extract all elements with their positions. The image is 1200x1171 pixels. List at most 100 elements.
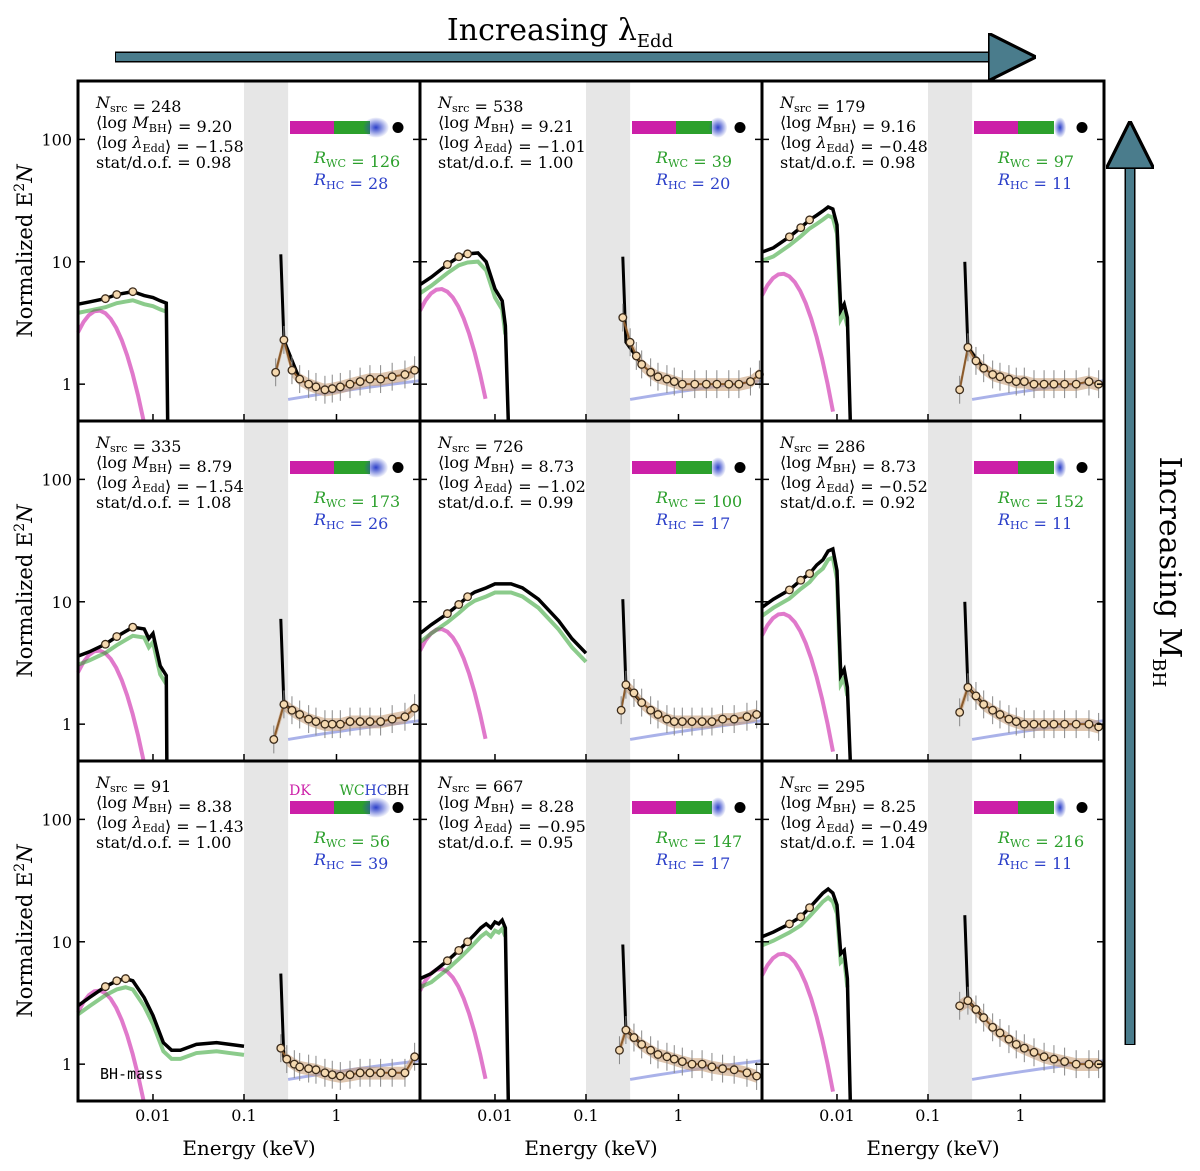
legend-hc: HC	[365, 783, 388, 799]
data-point	[618, 313, 628, 323]
data-point	[1071, 379, 1081, 389]
data-point	[355, 1068, 365, 1078]
data-point	[463, 592, 473, 602]
warm-corona-component	[77, 298, 167, 315]
panel-mean-mbh: ⟨log MBH⟩ = 9.16	[780, 113, 916, 136]
data-point	[279, 335, 289, 345]
y-tick-label: 10	[52, 593, 72, 612]
data-point	[963, 682, 973, 692]
panel-r-wc: RWC = 39	[655, 148, 732, 171]
data-point	[387, 714, 397, 724]
warm-corona-bar	[334, 461, 370, 474]
data-point	[376, 1068, 386, 1078]
data-point	[697, 1059, 707, 1069]
data-point	[304, 1064, 314, 1074]
data-point	[621, 680, 631, 690]
data-point	[988, 370, 998, 379]
model-sed-left	[77, 625, 169, 762]
data-point	[955, 707, 965, 717]
data-point	[112, 976, 122, 986]
panel-nsrc: Nsrc = 335	[95, 433, 181, 456]
data-point	[687, 717, 697, 727]
disk-bar	[290, 801, 334, 814]
data-point	[697, 717, 707, 727]
data-point	[995, 372, 1005, 382]
data-point	[295, 374, 305, 384]
data-point	[311, 382, 321, 392]
panel-r-wc: RWC = 152	[997, 488, 1084, 511]
data-point	[269, 734, 279, 744]
data-point	[1029, 1047, 1039, 1057]
x-tick-label: 0.01	[477, 1106, 513, 1125]
data-point	[707, 717, 717, 727]
black-hole-dot	[392, 122, 404, 133]
data-point	[454, 945, 464, 955]
data-point	[690, 379, 700, 389]
data-point	[1049, 379, 1059, 389]
data-point	[995, 710, 1005, 719]
hot-corona-blob	[1054, 457, 1066, 478]
panel-mean-ledd: ⟨log λEdd⟩ = −0.49	[780, 813, 928, 836]
panel-stat-dof: stat/d.o.f. = 1.00	[96, 833, 231, 852]
x-axis-label: Energy (keV)	[866, 1136, 999, 1160]
panel: 1 10 100 Nsrc = 248⟨log MBH⟩ = 9.20⟨log λEd…	[41, 79, 422, 423]
panel-mean-mbh: ⟨log MBH⟩ = 9.21	[438, 113, 574, 136]
data-point	[646, 705, 656, 715]
panel-nsrc: Nsrc = 286	[779, 433, 865, 456]
data-point	[988, 705, 998, 715]
data-point	[1029, 379, 1039, 389]
warm-corona-bar	[1018, 121, 1054, 134]
data-point	[724, 379, 734, 389]
data-point	[1084, 719, 1094, 729]
warm-corona-component	[418, 590, 588, 664]
data-point	[805, 569, 815, 579]
hot-corona-blob	[710, 457, 726, 478]
panel-stat-dof: stat/d.o.f. = 1.04	[780, 833, 915, 852]
data-point	[988, 1022, 998, 1032]
data-point	[1004, 714, 1014, 724]
panel-mean-ledd: ⟨log λEdd⟩ = −1.02	[438, 473, 586, 496]
data-point	[1084, 1059, 1094, 1069]
data-point	[454, 252, 464, 262]
data-point	[320, 719, 330, 729]
panel-nsrc: Nsrc = 295	[779, 773, 865, 796]
data-point	[442, 260, 452, 269]
data-point	[327, 384, 337, 394]
x-tick-label: 0.01	[135, 1106, 171, 1125]
data-point	[1094, 722, 1104, 732]
data-point	[335, 719, 345, 729]
warm-corona-bar	[334, 801, 370, 814]
data-point	[304, 379, 314, 389]
panel-mean-mbh: ⟨log MBH⟩ = 8.79	[96, 453, 232, 476]
panel-r-hc: RHC = 26	[313, 510, 388, 533]
warm-corona-component	[761, 213, 850, 327]
data-point	[629, 688, 639, 698]
data-point	[805, 903, 815, 913]
warm-corona-bar	[676, 461, 712, 474]
disk-bar	[974, 801, 1018, 814]
black-hole-dot	[1076, 802, 1088, 813]
data-point	[752, 1071, 762, 1081]
panel-mean-ledd: ⟨log λEdd⟩ = −1.58	[96, 133, 244, 156]
warm-corona-bar	[1018, 801, 1054, 814]
x-tick-label: 1	[331, 1106, 341, 1125]
hot-corona-blob	[1054, 797, 1066, 818]
x-tick-label: 1	[1015, 1106, 1025, 1125]
data-point	[662, 1052, 672, 1062]
data-point	[979, 1013, 989, 1023]
y-tick-label: 1	[62, 375, 72, 394]
panel-stat-dof: stat/d.o.f. = 0.98	[780, 153, 915, 172]
y-tick-label: 100	[41, 810, 72, 829]
disk-bar	[974, 461, 1018, 474]
data-point	[463, 937, 473, 947]
hot-corona-blob	[708, 117, 728, 138]
data-point	[335, 1071, 345, 1081]
data-point	[629, 1033, 639, 1042]
model-sed-left	[760, 546, 853, 762]
data-point	[631, 351, 641, 361]
data-point	[637, 698, 647, 708]
panel-nsrc: Nsrc = 91	[95, 773, 171, 796]
data-point	[282, 1054, 292, 1064]
stack-band	[959, 994, 1099, 1071]
data-point	[625, 337, 635, 347]
